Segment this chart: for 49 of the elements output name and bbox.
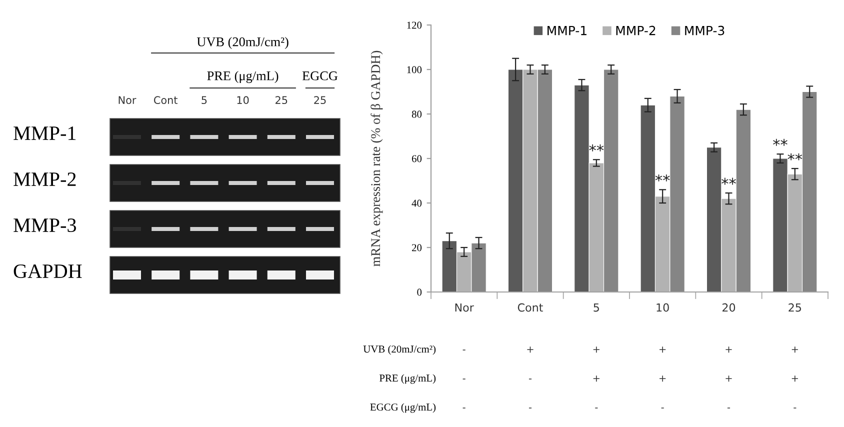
y-axis-title: mRNA expression rate (% of β GAPDH) xyxy=(370,50,383,266)
text: 10 xyxy=(237,96,249,104)
text: PRE (μg/mL) xyxy=(380,374,436,384)
y-tick-label: 60 xyxy=(412,155,422,162)
text: - xyxy=(528,378,532,380)
data-label: ** xyxy=(589,144,604,152)
y-tick-label: 20 xyxy=(412,244,422,252)
text: + xyxy=(660,376,666,382)
text: + xyxy=(660,346,666,353)
text: + xyxy=(726,346,732,353)
text: UVB (20mJ/cm²) xyxy=(363,345,436,355)
text: + xyxy=(792,346,798,353)
legend-label: MMP-1 xyxy=(548,26,586,36)
text: MMP-1 xyxy=(14,126,76,140)
text: Nor xyxy=(118,96,136,104)
x-tick-label: 5 xyxy=(594,303,599,312)
x-tick-label: 20 xyxy=(722,303,736,312)
y-tick-label: 0 xyxy=(417,288,422,296)
x-tick-label: Nor xyxy=(455,303,474,312)
x-tick-label: Cont xyxy=(518,303,543,312)
text: + xyxy=(792,376,798,382)
data-label: ** xyxy=(773,138,788,146)
text: + xyxy=(726,376,732,382)
text: Cont xyxy=(154,96,178,104)
text: UVB (20mJ/cm²) xyxy=(196,37,288,49)
text: EGCG (μg/mL) xyxy=(370,403,436,413)
legend-label: MMP-3 xyxy=(685,26,724,36)
x-tick-label: 25 xyxy=(788,303,802,312)
x-tick-label: 10 xyxy=(656,303,669,312)
text: PRE (μg/mL) xyxy=(207,71,278,83)
text: GAPDH xyxy=(14,264,82,278)
text: + xyxy=(593,346,600,353)
text: 25 xyxy=(276,96,288,104)
text: + xyxy=(527,346,534,353)
y-tick-label: 100 xyxy=(407,66,422,74)
legend-label: MMP-2 xyxy=(616,26,656,36)
data-label: ** xyxy=(722,178,736,185)
y-tick-label: 80 xyxy=(412,110,422,118)
text: + xyxy=(593,376,600,382)
text: EGCG xyxy=(302,71,338,80)
text: - xyxy=(462,378,466,380)
y-tick-label: 120 xyxy=(407,22,422,29)
text: MMP-2 xyxy=(14,172,76,186)
text: 5 xyxy=(202,96,207,104)
data-label: ** xyxy=(655,174,670,182)
text: 25 xyxy=(314,96,326,104)
data-label: ** xyxy=(788,153,802,160)
text: MMP-3 xyxy=(14,218,76,232)
y-tick-label: 40 xyxy=(412,200,422,207)
